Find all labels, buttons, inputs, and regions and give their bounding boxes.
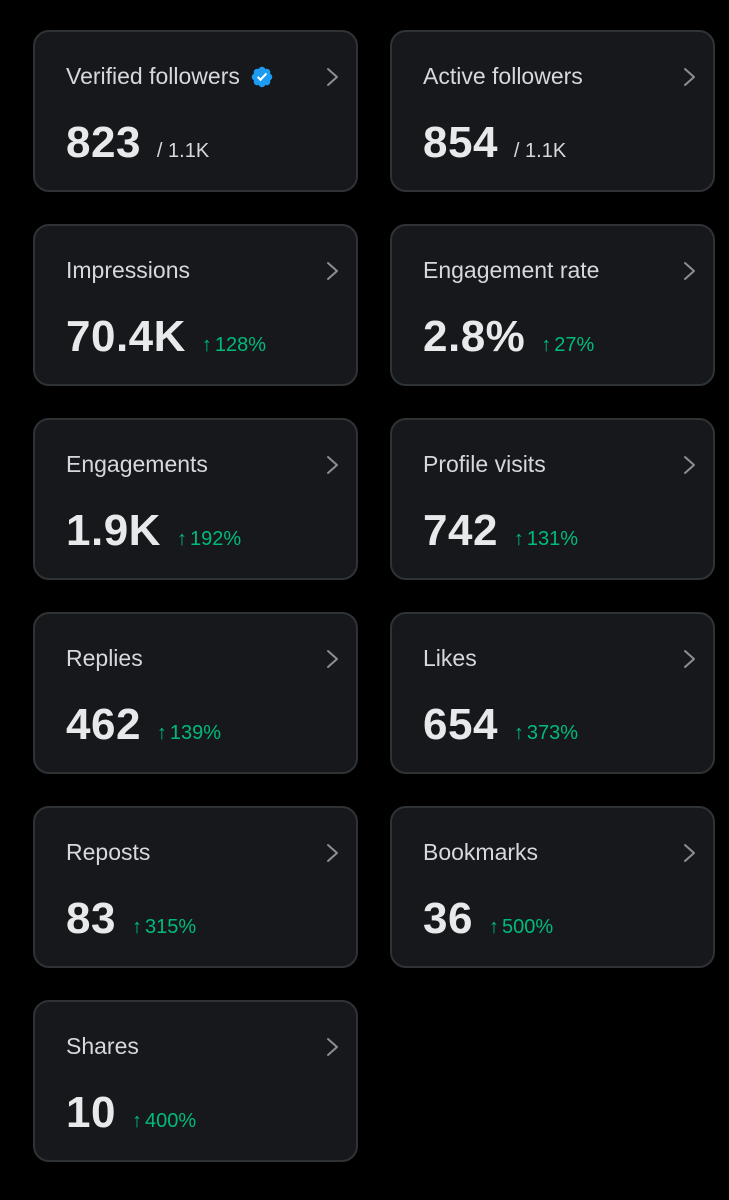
arrow-up-icon: ↑ bbox=[131, 1110, 142, 1132]
card-likes[interactable]: Likes 654 ↑ 373% bbox=[390, 612, 715, 774]
value-row: 823 / 1.1K bbox=[66, 118, 209, 168]
card-title: Profile visits bbox=[423, 451, 546, 478]
metric-change-value: 315% bbox=[144, 916, 197, 938]
metric-change: ↑ 192% bbox=[177, 528, 241, 551]
metric-change-value: 128% bbox=[214, 334, 267, 356]
value-row: 462 ↑ 139% bbox=[66, 700, 221, 750]
card-replies[interactable]: Replies 462 ↑ 139% bbox=[33, 612, 358, 774]
metric-change: ↑ 315% bbox=[132, 916, 196, 939]
arrow-up-icon: ↑ bbox=[541, 334, 552, 356]
arrow-up-icon: ↑ bbox=[513, 722, 524, 744]
card-engagement-rate[interactable]: Engagement rate 2.8% ↑ 27% bbox=[390, 224, 715, 386]
value-row: 742 ↑ 131% bbox=[423, 506, 578, 556]
card-title-label: Profile visits bbox=[423, 451, 546, 477]
value-row: 854 / 1.1K bbox=[423, 118, 566, 168]
card-title-label: Engagement rate bbox=[423, 257, 600, 283]
card-title: Active followers bbox=[423, 63, 583, 90]
metric-change: ↑ 373% bbox=[514, 722, 578, 745]
card-title: Engagements bbox=[66, 451, 208, 478]
metric-value: 654 bbox=[423, 700, 498, 749]
metric-change-value: 500% bbox=[501, 916, 554, 938]
value-row: 36 ↑ 500% bbox=[423, 894, 553, 944]
card-title: Shares bbox=[66, 1033, 139, 1060]
arrow-up-icon: ↑ bbox=[201, 334, 212, 356]
arrow-up-icon: ↑ bbox=[131, 916, 142, 938]
card-engagements[interactable]: Engagements 1.9K ↑ 192% bbox=[33, 418, 358, 580]
card-title-label: Impressions bbox=[66, 257, 190, 283]
card-title-label: Engagements bbox=[66, 451, 208, 477]
metric-change: ↑ 400% bbox=[132, 1110, 196, 1133]
value-row: 1.9K ↑ 192% bbox=[66, 506, 241, 556]
card-title: Reposts bbox=[66, 839, 150, 866]
card-title-label: Reposts bbox=[66, 839, 151, 865]
card-title-label: Verified followers bbox=[66, 63, 240, 89]
card-title: Likes bbox=[423, 645, 477, 672]
arrow-up-icon: ↑ bbox=[176, 528, 187, 550]
chevron-right-icon bbox=[327, 844, 338, 862]
card-profile-visits[interactable]: Profile visits 742 ↑ 131% bbox=[390, 418, 715, 580]
card-impressions[interactable]: Impressions 70.4K ↑ 128% bbox=[33, 224, 358, 386]
chevron-right-icon bbox=[684, 456, 695, 474]
card-title: Bookmarks bbox=[423, 839, 538, 866]
card-title-label: Likes bbox=[423, 645, 477, 671]
metric-total: / 1.1K bbox=[156, 140, 210, 162]
metric-total: / 1.1K bbox=[513, 140, 567, 162]
card-bookmarks[interactable]: Bookmarks 36 ↑ 500% bbox=[390, 806, 715, 968]
metric-value: 854 bbox=[423, 118, 498, 167]
metric-change: ↑ 139% bbox=[157, 722, 221, 745]
card-title-label: Bookmarks bbox=[423, 839, 539, 865]
card-title: Engagement rate bbox=[423, 257, 599, 284]
chevron-right-icon bbox=[327, 262, 338, 280]
metric-change-value: 192% bbox=[189, 528, 242, 550]
metric-change-value: 139% bbox=[169, 722, 222, 744]
metric-value: 2.8% bbox=[423, 312, 526, 361]
metric-value: 462 bbox=[66, 700, 141, 749]
metric-change-value: 373% bbox=[526, 722, 579, 744]
chevron-right-icon bbox=[327, 650, 338, 668]
metric-value: 10 bbox=[66, 1088, 116, 1137]
card-shares[interactable]: Shares 10 ↑ 400% bbox=[33, 1000, 358, 1162]
metric-value: 823 bbox=[66, 118, 141, 167]
metric-change: ↑ 500% bbox=[489, 916, 553, 939]
chevron-right-icon bbox=[684, 68, 695, 86]
card-title-label: Active followers bbox=[423, 63, 583, 89]
metric-change: ↑ 27% bbox=[541, 334, 594, 357]
card-reposts[interactable]: Reposts 83 ↑ 315% bbox=[33, 806, 358, 968]
metric-change: ↑ 128% bbox=[202, 334, 266, 357]
metric-change: ↑ 131% bbox=[514, 528, 578, 551]
verified-badge-icon bbox=[251, 66, 273, 87]
card-title: Impressions bbox=[66, 257, 190, 284]
metric-change-value: 131% bbox=[526, 528, 579, 550]
metric-value: 36 bbox=[423, 894, 473, 943]
metric-value: 742 bbox=[423, 506, 498, 555]
chevron-right-icon bbox=[327, 456, 338, 474]
chevron-right-icon bbox=[684, 650, 695, 668]
metric-value: 1.9K bbox=[66, 506, 161, 555]
card-verified-followers[interactable]: Verified followers 823 / 1.1K bbox=[33, 30, 358, 192]
value-row: 83 ↑ 315% bbox=[66, 894, 196, 944]
arrow-up-icon: ↑ bbox=[156, 722, 167, 744]
card-title: Verified followers bbox=[66, 63, 274, 90]
metric-change-value: 400% bbox=[144, 1110, 197, 1132]
metrics-grid: Verified followers 823 / 1.1K Active fol… bbox=[33, 30, 715, 1162]
value-row: 70.4K ↑ 128% bbox=[66, 312, 266, 362]
card-title-label: Shares bbox=[66, 1033, 139, 1059]
card-title-label: Replies bbox=[66, 645, 143, 671]
chevron-right-icon bbox=[684, 844, 695, 862]
value-row: 2.8% ↑ 27% bbox=[423, 312, 594, 362]
metric-value: 83 bbox=[66, 894, 116, 943]
card-title: Replies bbox=[66, 645, 143, 672]
chevron-right-icon bbox=[684, 262, 695, 280]
arrow-up-icon: ↑ bbox=[513, 528, 524, 550]
card-active-followers[interactable]: Active followers 854 / 1.1K bbox=[390, 30, 715, 192]
value-row: 10 ↑ 400% bbox=[66, 1088, 196, 1138]
arrow-up-icon: ↑ bbox=[488, 916, 499, 938]
value-row: 654 ↑ 373% bbox=[423, 700, 578, 750]
chevron-right-icon bbox=[327, 68, 338, 86]
chevron-right-icon bbox=[327, 1038, 338, 1056]
metric-value: 70.4K bbox=[66, 312, 186, 361]
metric-change-value: 27% bbox=[554, 334, 595, 356]
